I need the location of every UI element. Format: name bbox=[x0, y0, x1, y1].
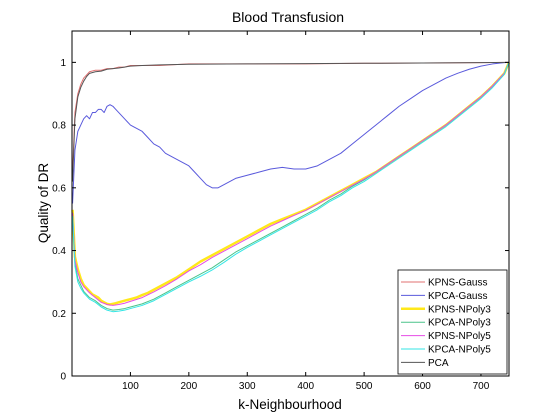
series-line-kpns-npoly5 bbox=[72, 62, 510, 306]
legend-label: KPNS-Gauss bbox=[428, 278, 487, 289]
legend-items: KPNS-Gauss KPCA-Gauss KPNS-NPoly3 KPCA-NPol… bbox=[401, 278, 491, 369]
y-tick-label: 0.8 bbox=[52, 121, 66, 132]
legend-item: KPNS-NPoly3 bbox=[401, 304, 491, 315]
legend-label: KPNS-NPoly5 bbox=[428, 331, 491, 342]
legend-item: KPNS-NPoly5 bbox=[401, 331, 491, 342]
legend: KPNS-Gauss KPCA-Gauss KPNS-NPoly3 KPCA-NPol… bbox=[397, 269, 508, 375]
x-tick-label: 500 bbox=[356, 381, 373, 392]
legend-label: PCA bbox=[428, 358, 449, 369]
series-line-kpca-gauss bbox=[72, 61, 510, 204]
legend-label: KPCA-Gauss bbox=[428, 291, 487, 302]
legend-item: KPNS-Gauss bbox=[401, 278, 487, 289]
x-tick-label: 700 bbox=[473, 381, 490, 392]
x-tick-label: 200 bbox=[181, 381, 198, 392]
legend-item: KPCA-NPoly5 bbox=[401, 345, 491, 356]
y-tick-label: 0.2 bbox=[52, 309, 66, 320]
x-axis-label: k-Neighbourhood bbox=[238, 397, 342, 412]
x-tick-label: 400 bbox=[297, 381, 314, 392]
y-axis-ticks: 0 0.2 0.4 0.6 0.8 1 bbox=[52, 58, 509, 383]
series-layer bbox=[71, 61, 511, 313]
legend-item: KPCA-NPoly3 bbox=[401, 318, 491, 329]
series-line-pca bbox=[72, 61, 510, 182]
legend-item: PCA bbox=[401, 358, 449, 369]
x-tick-label: 100 bbox=[122, 381, 139, 392]
legend-label: KPNS-NPoly3 bbox=[428, 304, 491, 315]
x-tick-label: 600 bbox=[414, 381, 431, 392]
plot-frame bbox=[71, 30, 510, 377]
plot-area: 100 200 300 400 500 600 700 0 0.2 0.4 0.6 0.8 1 bbox=[52, 30, 511, 392]
y-axis-label: Quality of DR bbox=[36, 163, 51, 244]
series-line-kpca-npoly5 bbox=[72, 62, 510, 313]
y-tick-label: 0 bbox=[60, 372, 66, 383]
legend-label: KPCA-NPoly5 bbox=[428, 345, 491, 356]
x-axis-ticks: 100 200 300 400 500 600 700 bbox=[122, 31, 490, 392]
chart-title: Blood Transfusion bbox=[232, 9, 344, 25]
y-tick-label: 0.6 bbox=[52, 183, 66, 194]
legend-item: KPCA-Gauss bbox=[401, 291, 487, 302]
x-tick-label: 300 bbox=[239, 381, 256, 392]
y-tick-label: 1 bbox=[60, 58, 66, 69]
legend-label: KPCA-NPoly3 bbox=[428, 318, 491, 329]
y-tick-label: 0.4 bbox=[52, 246, 66, 257]
